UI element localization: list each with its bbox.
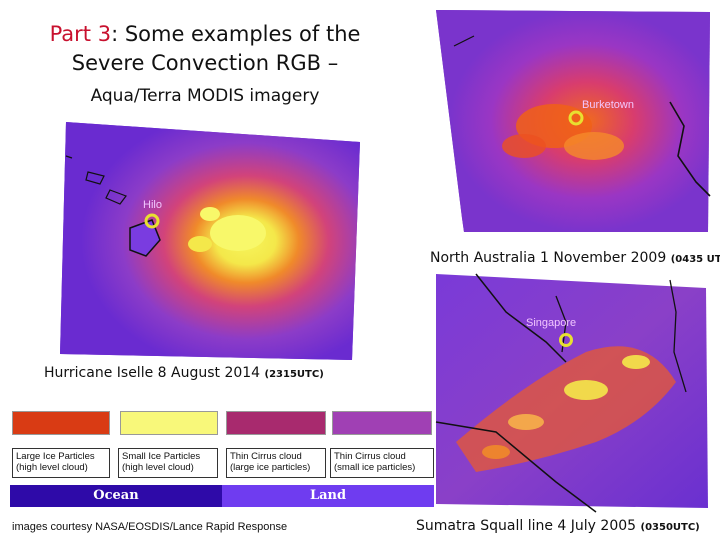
legend-label-line: Thin Cirrus cloud	[230, 451, 302, 462]
sumatra-caption: Sumatra Squall line 4 July 2005 (0350UTC…	[416, 518, 700, 534]
australia-location-label: Burketown	[582, 99, 634, 111]
slide-subtitle: Aqua/Terra MODIS imagery	[90, 86, 320, 106]
title-part-label: Part 3	[49, 22, 112, 46]
legend-label-small-ice: Small Ice Particles (high level cloud)	[118, 448, 218, 478]
sumatra-location-label: Singapore	[526, 317, 576, 329]
sumatra-caption-text: Sumatra Squall line 4 July 2005	[416, 518, 637, 534]
legend-label-thin-cirrus-large: Thin Cirrus cloud (large ice particles)	[226, 448, 326, 478]
hurricane-caption-time: (2315UTC)	[264, 369, 324, 380]
land-label: Land	[309, 488, 347, 503]
ocean-label: Ocean	[93, 488, 139, 503]
hurricane-caption: Hurricane Iselle 8 August 2014 (2315UTC)	[44, 365, 324, 381]
ocean-swatch	[10, 485, 222, 507]
australia-satellite-image: Burketown	[436, 10, 711, 232]
ocean-land-legend: Ocean Land	[10, 485, 434, 507]
australia-caption-time: (0435 UTC)	[670, 254, 720, 265]
sumatra-satellite-image: Singapore	[435, 273, 708, 513]
land-swatch	[222, 485, 434, 507]
legend-label-line: Thin Cirrus cloud	[334, 451, 406, 462]
slide-title: Part 3: Some examples of the Severe Conv…	[20, 20, 390, 78]
legend-swatch-small-ice	[120, 411, 218, 435]
title-line2: Severe Convection RGB –	[71, 51, 339, 75]
legend-label-line: (high level cloud)	[16, 462, 88, 473]
hurricane-satellite-image: Hilo	[60, 122, 360, 360]
legend-label-line: (small ice particles)	[334, 462, 416, 473]
image-credit: images courtesy NASA/EOSDIS/Lance Rapid …	[12, 521, 288, 533]
legend-swatch-large-ice	[12, 411, 110, 435]
legend-label-line: (high level cloud)	[122, 462, 194, 473]
legend-label-line: Small Ice Particles	[122, 451, 201, 462]
legend-swatch-thin-cirrus-small	[332, 411, 432, 435]
australia-caption-text: North Australia 1 November 2009	[430, 250, 667, 266]
legend-label-thin-cirrus-small: Thin Cirrus cloud (small ice particles)	[330, 448, 434, 478]
sumatra-caption-time: (0350UTC)	[640, 522, 700, 533]
hurricane-caption-text: Hurricane Iselle 8 August 2014	[44, 365, 261, 381]
legend-label-large-ice: Large Ice Particles (high level cloud)	[12, 448, 110, 478]
title-line1-rest: : Some examples of the	[111, 22, 361, 46]
hurricane-location-label: Hilo	[143, 199, 162, 211]
legend-swatch-thin-cirrus-large	[226, 411, 326, 435]
legend-label-line: Large Ice Particles	[16, 451, 95, 462]
australia-caption: North Australia 1 November 2009 (0435 UT…	[430, 250, 720, 266]
legend-label-line: (large ice particles)	[230, 462, 311, 473]
